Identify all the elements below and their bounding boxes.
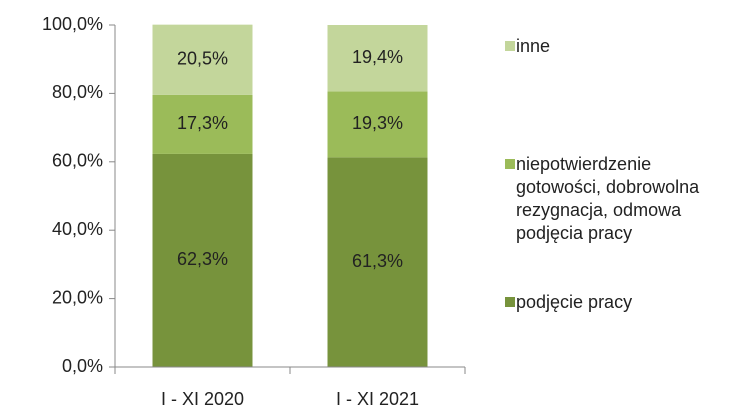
legend-label: podjęcie pracy: [516, 292, 633, 312]
y-tick-label: 80,0%: [52, 82, 103, 102]
legend-item: podjęcie pracy: [505, 291, 741, 314]
data-label: 61,3%: [352, 251, 403, 271]
legend-label: inne: [516, 36, 551, 56]
x-tick-label: I - XI 2020: [161, 389, 244, 409]
legend-label: niepotwierdzenie gotowości, dobrowolna r…: [516, 154, 700, 243]
bar-segment: [327, 25, 428, 92]
bar-segment: [152, 24, 253, 95]
y-tick-label: 60,0%: [52, 151, 103, 171]
legend-swatch: [505, 297, 515, 307]
legend-swatch: [505, 41, 515, 51]
bar-segment: [327, 91, 428, 158]
data-label: 17,3%: [177, 113, 228, 133]
bar-segment: [152, 153, 253, 367]
data-label: 62,3%: [177, 249, 228, 269]
data-label: 19,3%: [352, 113, 403, 133]
bar-segment: [152, 94, 253, 154]
y-tick-label: 100,0%: [42, 14, 103, 34]
data-label: 20,5%: [177, 48, 228, 68]
y-tick-label: 20,0%: [52, 287, 103, 307]
data-label: 19,4%: [352, 47, 403, 67]
legend-swatch: [505, 159, 515, 169]
bar-segment: [327, 157, 428, 367]
legend-item: niepotwierdzenie gotowości, dobrowolna r…: [505, 153, 741, 245]
legend-item: inne: [505, 35, 741, 58]
y-tick-label: 0,0%: [62, 356, 103, 376]
x-tick-label: I - XI 2021: [336, 389, 419, 409]
y-tick-label: 40,0%: [52, 219, 103, 239]
